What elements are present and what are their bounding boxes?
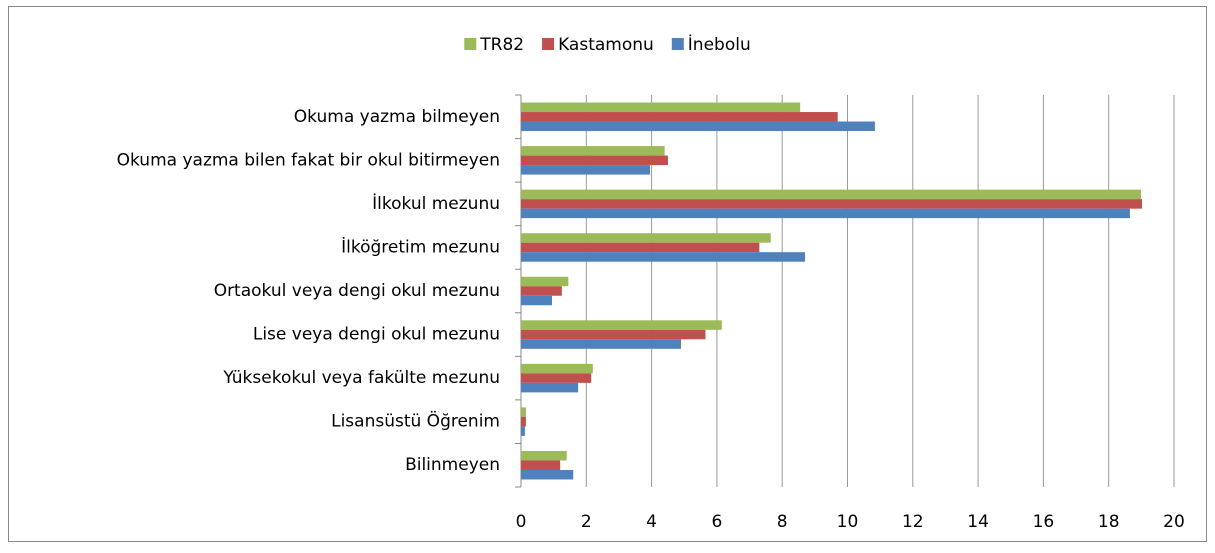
bar: [521, 276, 569, 287]
bar: [521, 416, 526, 427]
x-tick-label: 6: [711, 512, 722, 532]
legend-swatch: [542, 38, 555, 50]
chart-frame: [8, 6, 1207, 542]
x-tick-label: 18: [1098, 512, 1120, 532]
legend-label: Kastamonu: [558, 35, 654, 55]
legend-label: TR82: [479, 35, 524, 55]
x-tick-label: 12: [902, 512, 924, 532]
x-tick-label: 2: [581, 512, 592, 532]
bar: [521, 450, 567, 461]
x-tick-label: 8: [777, 512, 788, 532]
y-tick-label: İlkokul mezunu: [372, 193, 500, 214]
x-tick-label: 4: [646, 512, 657, 532]
bar: [521, 363, 593, 374]
bar: [521, 295, 553, 306]
y-tick-label: Ortaokul veya dengi okul mezunu: [214, 281, 500, 301]
x-tick-label: 0: [516, 512, 527, 532]
bar: [521, 373, 592, 383]
bar: [521, 146, 665, 156]
y-tick-label: İlköğretim mezunu: [341, 236, 500, 257]
bar: [521, 102, 801, 113]
y-tick-label: Bilinmeyen: [405, 455, 500, 475]
x-tick-label: 10: [837, 512, 859, 532]
bar: [521, 339, 681, 349]
legend-label: İnebolu: [688, 34, 751, 55]
y-tick-label: Okuma yazma bilmeyen: [294, 107, 500, 127]
bar: [521, 199, 1143, 209]
bar: [521, 407, 526, 417]
bar: [521, 426, 525, 436]
y-tick-label: Yüksekokul veya fakülte mezunu: [222, 368, 500, 388]
x-tick-label: 16: [1033, 512, 1055, 532]
bar: [521, 155, 668, 166]
bar: [521, 189, 1142, 200]
bar: [521, 460, 561, 470]
bar: [521, 242, 760, 253]
y-tick-label: Okuma yazma bilen fakat bir okul bitirme…: [117, 150, 500, 170]
bar: [521, 320, 722, 330]
legend-swatch: [464, 38, 477, 50]
bar: [521, 112, 838, 122]
bar: [521, 382, 579, 393]
legend-swatch: [671, 38, 684, 50]
bar: [521, 165, 650, 175]
bar: [521, 208, 1130, 219]
bar: [521, 286, 562, 296]
bar: [521, 252, 806, 262]
bar: [521, 121, 875, 132]
bar: [521, 469, 574, 480]
x-tick-label: 20: [1163, 512, 1185, 532]
y-tick-label: Lise veya dengi okul mezunu: [253, 325, 500, 345]
y-tick-label: Lisansüstü Öğrenim: [331, 410, 500, 432]
bar: [521, 233, 771, 243]
bar: [521, 329, 706, 340]
x-tick-label: 14: [967, 512, 989, 532]
